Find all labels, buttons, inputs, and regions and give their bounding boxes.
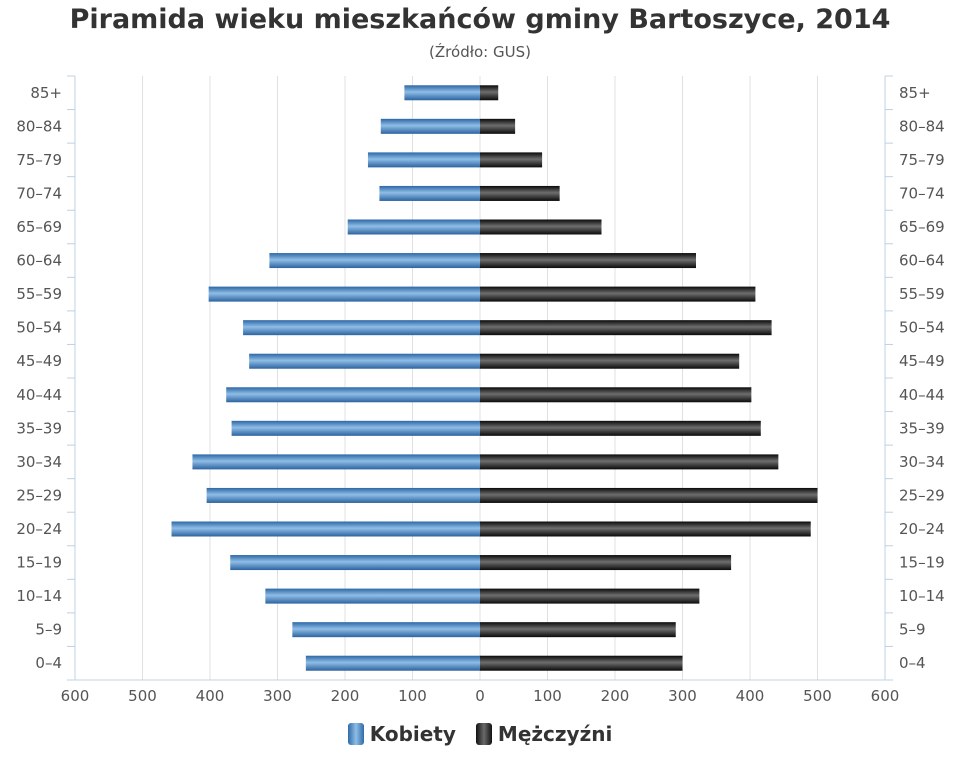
x-tick-label: 0: [475, 687, 485, 705]
bar-kobiety: [269, 253, 480, 269]
y-tick-label-left: 65–69: [16, 218, 62, 236]
x-tick-label: 200: [601, 687, 630, 705]
y-tick-label-right: 55–59: [899, 285, 945, 303]
bar-mezczyzni: [480, 152, 543, 168]
legend-swatch-mezczyzni: [475, 723, 492, 745]
y-tick-label-left: 20–24: [16, 520, 62, 538]
x-tick-label: 200: [331, 687, 360, 705]
bar-kobiety: [292, 622, 480, 638]
y-tick-label-left: 5–9: [35, 621, 62, 639]
legend: Kobiety Mężczyźni: [0, 722, 960, 746]
y-tick-label-right: 75–79: [899, 151, 945, 169]
bar-mezczyzni: [480, 253, 696, 269]
y-tick-label-right: 15–19: [899, 554, 945, 572]
y-tick-label-left: 0–4: [35, 654, 62, 672]
y-tick-label-right: 60–64: [899, 252, 945, 270]
x-tick-label: 400: [736, 687, 765, 705]
bar-kobiety: [230, 555, 480, 571]
x-tick-label: 400: [196, 687, 225, 705]
y-tick-label-left: 35–39: [16, 419, 62, 437]
bar-mezczyzni: [480, 622, 676, 638]
x-tick-label: 300: [668, 687, 697, 705]
y-tick-label-right: 0–4: [899, 654, 926, 672]
y-tick-label-left: 80–84: [16, 117, 62, 135]
y-tick-label-left: 30–34: [16, 453, 62, 471]
bar-kobiety: [404, 85, 480, 101]
x-tick-label: 500: [128, 687, 157, 705]
y-tick-label-left: 55–59: [16, 285, 62, 303]
y-tick-label-left: 25–29: [16, 486, 62, 504]
y-tick-label-right: 25–29: [899, 486, 945, 504]
legend-swatch-kobiety: [347, 723, 364, 745]
bar-mezczyzni: [480, 555, 732, 571]
x-tick-label: 100: [533, 687, 562, 705]
y-tick-label-left: 60–64: [16, 252, 62, 270]
y-tick-label-left: 85+: [30, 84, 62, 102]
y-tick-label-right: 80–84: [899, 117, 945, 135]
y-tick-label-right: 30–34: [899, 453, 945, 471]
bar-kobiety: [265, 588, 480, 604]
y-tick-label-right: 10–14: [899, 587, 945, 605]
y-tick-label-right: 5–9: [899, 621, 926, 639]
bar-mezczyzni: [480, 219, 602, 235]
bar-mezczyzni: [480, 420, 761, 436]
y-tick-label-right: 35–39: [899, 419, 945, 437]
bar-kobiety: [243, 320, 480, 336]
y-tick-label-right: 85+: [899, 84, 931, 102]
x-tick-label: 600: [61, 687, 90, 705]
y-tick-label-right: 40–44: [899, 386, 945, 404]
bar-kobiety: [206, 487, 480, 503]
bar-kobiety: [379, 185, 480, 201]
y-tick-label-left: 40–44: [16, 386, 62, 404]
bar-kobiety: [171, 521, 480, 537]
x-tick-label: 100: [398, 687, 427, 705]
y-tick-label-right: 50–54: [899, 319, 945, 337]
bar-mezczyzni: [480, 387, 752, 403]
bar-mezczyzni: [480, 487, 818, 503]
bar-mezczyzni: [480, 185, 560, 201]
bar-kobiety: [347, 219, 480, 235]
bar-mezczyzni: [480, 655, 683, 671]
y-tick-label-right: 70–74: [899, 184, 945, 202]
y-tick-label-left: 70–74: [16, 184, 62, 202]
bar-mezczyzni: [480, 85, 499, 101]
bar-mezczyzni: [480, 454, 779, 470]
y-tick-label-left: 15–19: [16, 554, 62, 572]
bar-kobiety: [305, 655, 480, 671]
bar-kobiety: [249, 353, 480, 369]
y-tick-label-left: 75–79: [16, 151, 62, 169]
x-tick-label: 600: [871, 687, 900, 705]
bar-kobiety: [208, 286, 480, 302]
bar-kobiety: [192, 454, 480, 470]
y-tick-label-right: 65–69: [899, 218, 945, 236]
y-tick-label-left: 10–14: [16, 587, 62, 605]
bar-mezczyzni: [480, 286, 756, 302]
bar-mezczyzni: [480, 118, 516, 134]
y-tick-label-right: 45–49: [899, 352, 945, 370]
legend-label-kobiety: Kobiety: [369, 722, 456, 746]
bar-mezczyzni: [480, 521, 811, 537]
x-tick-label: 300: [263, 687, 292, 705]
bar-kobiety: [380, 118, 480, 134]
bar-kobiety: [231, 420, 480, 436]
bar-mezczyzni: [480, 353, 740, 369]
bar-kobiety: [226, 387, 480, 403]
y-tick-label-right: 20–24: [899, 520, 945, 538]
legend-item-kobiety[interactable]: Kobiety: [347, 722, 456, 746]
chart-title: Piramida wieku mieszkańców gminy Bartosz…: [69, 4, 891, 35]
y-tick-label-left: 45–49: [16, 352, 62, 370]
bar-kobiety: [367, 152, 480, 168]
bar-mezczyzni: [480, 320, 772, 336]
bar-mezczyzni: [480, 588, 700, 604]
chart-subtitle: (Źródło: GUS): [429, 43, 531, 61]
x-tick-label: 500: [803, 687, 832, 705]
y-tick-label-left: 50–54: [16, 319, 62, 337]
legend-item-mezczyzni[interactable]: Mężczyźni: [475, 722, 613, 746]
legend-label-mezczyzni: Mężczyźni: [497, 722, 613, 746]
